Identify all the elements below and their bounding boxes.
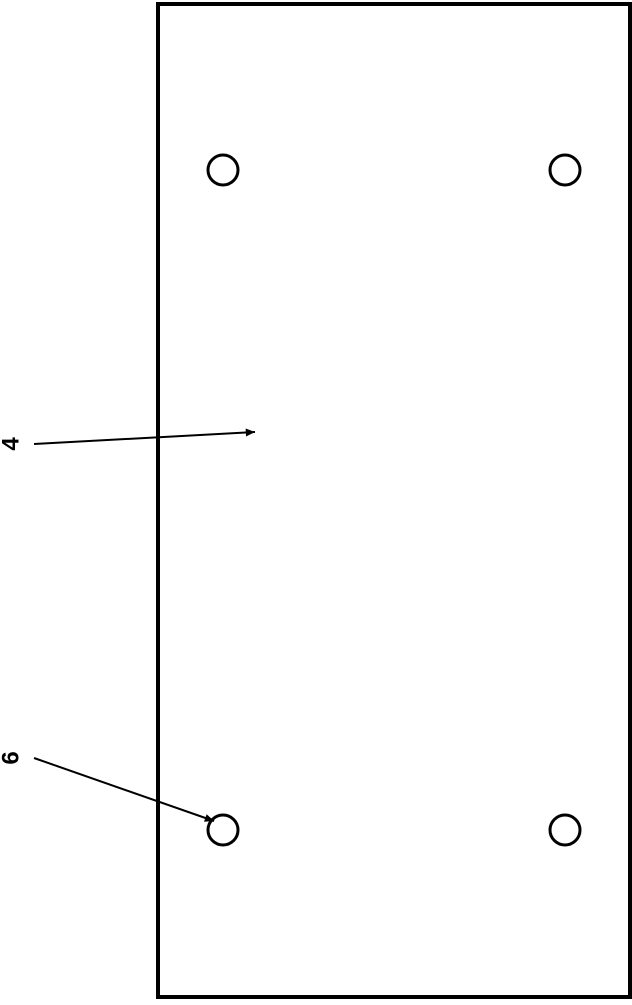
- hole-0: [208, 155, 238, 185]
- leader-line: [34, 432, 255, 444]
- technical-diagram: 4 6: [0, 0, 632, 1000]
- arrowhead-icon: [246, 429, 255, 437]
- hole-1: [550, 155, 580, 185]
- leader-line: [34, 758, 214, 821]
- plate-outline: [158, 4, 630, 997]
- diagram-svg: [0, 0, 632, 1000]
- hole-3: [550, 815, 580, 845]
- callout-label-6: 6: [0, 751, 26, 764]
- callout-label-4: 4: [0, 437, 26, 450]
